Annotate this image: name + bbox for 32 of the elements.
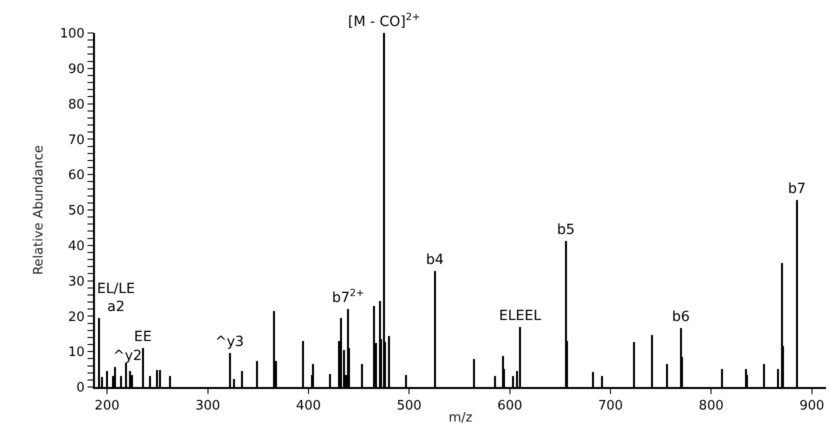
y-tick-label: 0 (76, 380, 85, 396)
y-tick-label: 50 (68, 204, 85, 219)
y-axis-title: Relative Abundance (31, 145, 46, 275)
x-axis-title: m/z (448, 410, 473, 426)
annotation: EE (134, 329, 152, 345)
annotation: ^y3 (215, 334, 244, 350)
annotation: b4 (426, 252, 444, 268)
annotation: EL/LE a2 (97, 281, 136, 316)
x-tick-label: 700 (598, 398, 623, 414)
y-tick-label: 70 (68, 132, 85, 148)
x-tick-label: 800 (698, 398, 724, 414)
annotation: ELEEL (499, 308, 542, 324)
annotation: b5 (557, 222, 575, 238)
x-tick-label: 600 (497, 398, 522, 414)
x-tick-label: 500 (396, 398, 422, 414)
annotation: [M - CO]$^{2+}$ (348, 12, 420, 30)
x-tick-label: 300 (195, 398, 220, 414)
y-tick-label: 20 (68, 310, 85, 325)
annotation: b7 (788, 181, 806, 197)
y-tick-label: 60 (68, 168, 85, 184)
y-tick-label: 10 (68, 345, 85, 360)
annotation: b6 (672, 309, 690, 325)
annotation: b7$^{2+}$ (332, 288, 364, 306)
y-tick-label: 100 (60, 26, 85, 42)
x-tick-label: 400 (296, 398, 321, 414)
x-tick-label: 200 (94, 398, 120, 414)
x-tick-label: 900 (799, 398, 824, 414)
y-tick-label: 40 (68, 238, 85, 254)
annotation: ^y2 (113, 348, 142, 364)
y-tick-label: 80 (68, 97, 85, 112)
y-tick-label: 30 (68, 274, 85, 290)
y-tick-label: 90 (68, 62, 85, 77)
